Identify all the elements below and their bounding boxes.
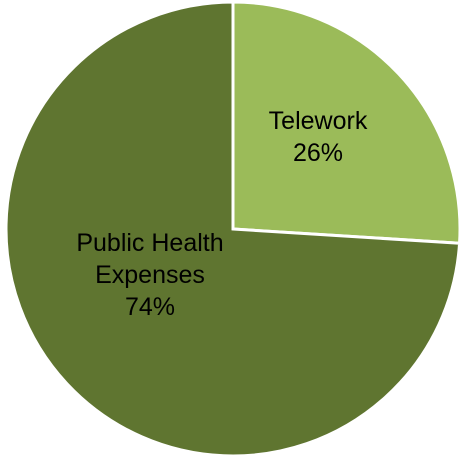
data-label-value: 74% — [125, 293, 175, 321]
data-label-category-line: Expenses — [95, 261, 205, 289]
data-label-category-line: Telework — [269, 107, 368, 135]
data-label-telework: Telework 26% — [269, 107, 368, 167]
data-label-value: 26% — [293, 139, 343, 167]
pie-slice-public-health-expenses — [4, 0, 462, 458]
data-label-public-health-expenses: Public Health Expenses 74% — [76, 229, 223, 321]
pie-slice-telework — [231, 0, 462, 245]
data-label-category-line: Public Health — [76, 229, 223, 257]
